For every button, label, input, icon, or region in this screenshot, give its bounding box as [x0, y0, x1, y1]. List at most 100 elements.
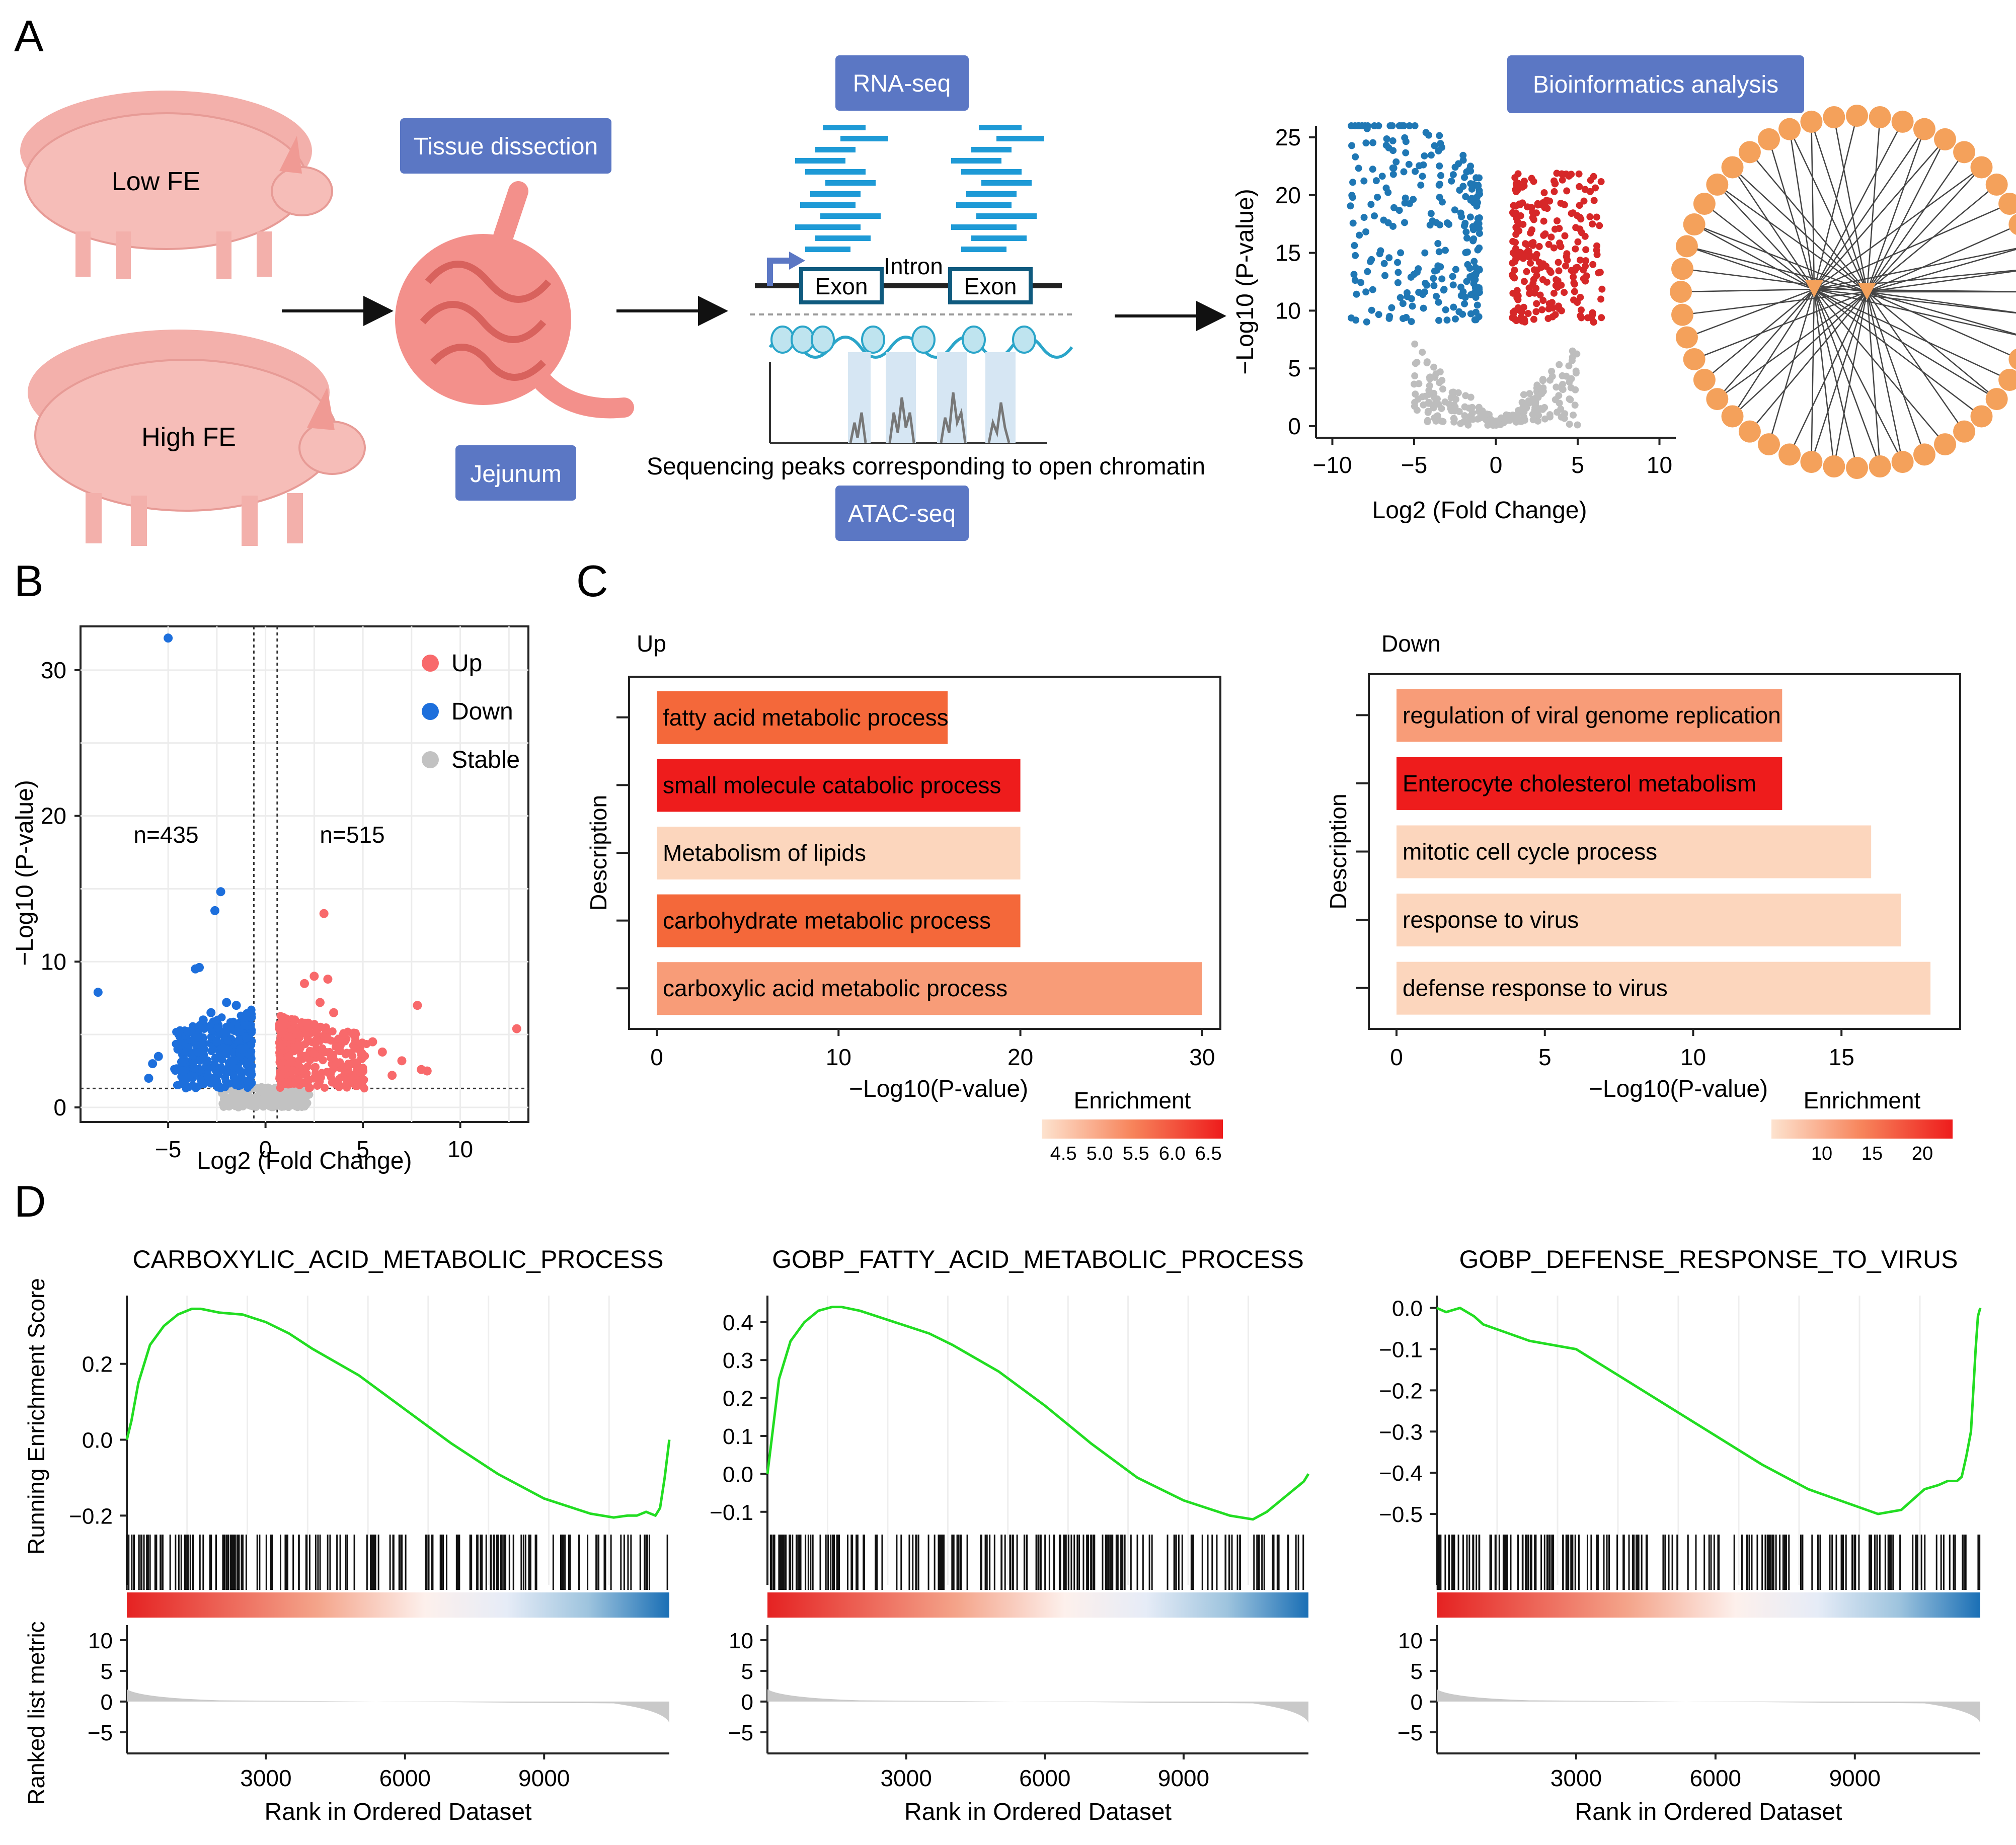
gsea-title: GOBP_DEFENSE_RESPONSE_TO_VIRUS — [1459, 1245, 1958, 1273]
volcano-a-down-point — [1347, 202, 1354, 210]
gsea-ytick-label: 0.3 — [723, 1348, 753, 1373]
panel-b-up-point — [349, 1030, 357, 1039]
volcano-a-up-point — [1561, 232, 1569, 239]
network-node — [1706, 173, 1729, 196]
volcano-a-up-point — [1568, 210, 1575, 217]
volcano-a-down-point — [1376, 250, 1383, 258]
panel-b-down-point — [229, 1057, 238, 1065]
volcano-a-stable-point — [1570, 411, 1577, 419]
volcano-a-stable-point — [1423, 358, 1431, 366]
bar-chart-bar — [657, 962, 1202, 1015]
volcano-a-down-point — [1472, 264, 1480, 271]
volcano-a-down-point — [1476, 229, 1483, 237]
atac-seq-label: ATAC-seq — [848, 501, 956, 527]
volcano-a-up-point — [1589, 220, 1596, 228]
network-node — [2008, 349, 2016, 370]
network-edge — [1814, 139, 1946, 290]
volcano-a-down-point — [1476, 244, 1483, 252]
network-node — [1693, 193, 1716, 215]
volcano-a-up-point — [1547, 233, 1555, 241]
panel-b-down-point — [144, 1074, 153, 1083]
panel-b-annotation: n=435 — [133, 822, 198, 848]
network-node — [1693, 369, 1716, 391]
volcano-a-stable-point — [1566, 421, 1573, 428]
panel-b-up-point — [285, 1032, 294, 1041]
volcano-a-down-point — [1466, 273, 1474, 281]
volcano-a-down-point — [1436, 132, 1443, 139]
volcano-a-down-point — [1440, 285, 1448, 293]
gsea-metric-area — [767, 1689, 1308, 1723]
volcano-a-stable-point — [1565, 362, 1573, 370]
volcano-a-up-point — [1523, 268, 1530, 275]
panel-b-up-point — [358, 1049, 366, 1058]
volcano-a-stable-point — [1553, 383, 1560, 391]
rna-read — [840, 136, 888, 141]
volcano-a-ytick-label: 5 — [1288, 355, 1301, 381]
volcano-a-stable-point — [1466, 416, 1474, 423]
volcano-a-up-point — [1572, 245, 1579, 253]
rna-read — [971, 147, 1012, 152]
volcano-a-up-point — [1580, 266, 1587, 274]
volcano-a-down-point — [1435, 316, 1443, 324]
volcano-a-down-point — [1449, 281, 1457, 289]
volcano-a-down-point — [1461, 174, 1468, 181]
rna-read — [961, 169, 1022, 175]
volcano-a-down-point — [1455, 308, 1463, 315]
network-node — [1913, 443, 1935, 466]
bar-chart-category-label: fatty acid metabolic process — [663, 704, 949, 731]
network-edge — [1732, 167, 1868, 292]
volcano-a-up-point — [1540, 189, 1548, 197]
volcano-a-down-point — [1438, 275, 1446, 283]
volcano-a-stable-point — [1548, 373, 1556, 380]
bar-chart-legend-tick: 10 — [1811, 1143, 1832, 1164]
volcano-a-down-point — [1474, 215, 1482, 222]
volcano-a-down-point — [1437, 172, 1444, 179]
volcano-a-down-point — [1385, 144, 1392, 151]
network-edge — [1867, 167, 1982, 292]
volcano-a-up-point — [1520, 278, 1528, 285]
network-node — [1913, 118, 1935, 140]
volcano-a-down-point — [1369, 166, 1376, 173]
volcano-a-stable-point — [1535, 384, 1543, 392]
network-edge — [1866, 291, 1903, 462]
volcano-a-stable-point — [1438, 377, 1446, 384]
network-node — [1675, 326, 1698, 349]
volcano-a-up-point — [1541, 204, 1548, 211]
bar-chart-ylabel: Description — [585, 795, 611, 911]
gsea-xtick-label: 3000 — [1550, 1765, 1602, 1791]
panel-b-volcano: −5 0 5 10 0 10 20 30 Log2 (Fold Change) −Log10 (P… — [12, 625, 529, 1174]
volcano-a-down-point — [1435, 147, 1442, 154]
volcano-a-down-point — [1421, 152, 1428, 159]
bar-chart-legend-bar — [1771, 1119, 1953, 1139]
network-node — [1891, 451, 1914, 473]
bar-chart-xtick-label: 20 — [1007, 1044, 1033, 1070]
volcano-a-down-point — [1352, 252, 1359, 259]
bar-chart-category-label: small molecule catabolic process — [663, 772, 1001, 798]
network-node — [1970, 156, 1993, 179]
network-edge — [1867, 291, 1997, 400]
network-edge — [1811, 291, 1868, 462]
volcano-a-down-point — [1463, 234, 1471, 242]
pig-high-fe: High FE — [28, 330, 366, 546]
volcano-a-down-point — [1385, 254, 1393, 262]
volcano-a-stable-point — [1526, 390, 1533, 397]
bar-chart-bar — [657, 827, 1021, 879]
volcano-a-up-point — [1527, 229, 1534, 237]
rna-read — [800, 202, 856, 208]
volcano-a-down-point — [1442, 306, 1449, 313]
bar-chart-legend-tick: 5.0 — [1087, 1143, 1113, 1164]
gsea-metric-ytick-label: 10 — [1398, 1629, 1423, 1653]
volcano-a-xtick-label: 5 — [1571, 452, 1584, 478]
gsea-ytick-label: −0.1 — [1379, 1337, 1423, 1362]
gsea-ytick-label: −0.4 — [1379, 1461, 1423, 1486]
gsea-xlabel: Rank in Ordered Dataset — [1575, 1799, 1842, 1825]
panel-c-down: Down regulation of viral genome replicati… — [1325, 630, 1961, 1164]
volcano-a-up-point — [1536, 291, 1544, 299]
volcano-a-up-point — [1552, 311, 1559, 318]
volcano-a-up-point — [1519, 183, 1526, 191]
volcano-a-up-point — [1534, 201, 1541, 209]
network-node — [1869, 455, 1891, 478]
volcano-a-xlabel: Log2 (Fold Change) — [1372, 497, 1587, 524]
panel-b-up-point — [309, 972, 319, 981]
